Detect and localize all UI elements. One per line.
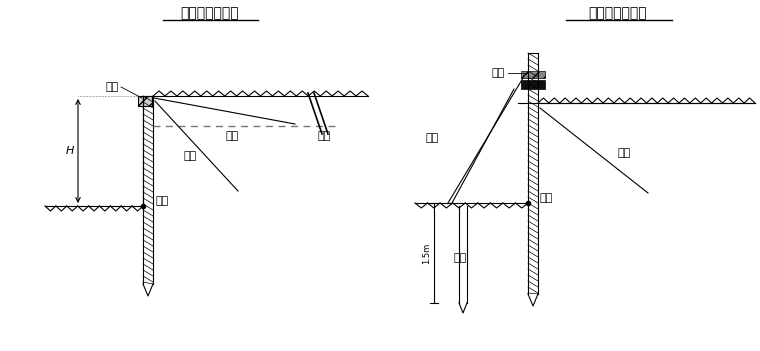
Text: 1.5m: 1.5m bbox=[423, 243, 432, 264]
Text: 填土: 填土 bbox=[183, 151, 196, 161]
Text: 锚固支撑示意图: 锚固支撑示意图 bbox=[181, 6, 239, 20]
Text: 挡板: 挡板 bbox=[156, 196, 169, 206]
Bar bbox=[521, 80, 545, 89]
Text: 撑桩: 撑桩 bbox=[454, 253, 467, 263]
Text: 桩柱: 桩柱 bbox=[492, 68, 505, 78]
Text: H: H bbox=[66, 146, 74, 156]
Text: 斜柱支撑示意图: 斜柱支撑示意图 bbox=[589, 6, 648, 20]
Text: 斜撑: 斜撑 bbox=[425, 133, 439, 143]
Text: 桩柱: 桩柱 bbox=[105, 82, 119, 92]
Bar bbox=[138, 96, 152, 106]
Text: 拉杆: 拉杆 bbox=[225, 131, 238, 141]
Bar bbox=[521, 71, 545, 78]
Text: 填土: 填土 bbox=[618, 148, 632, 158]
Text: 锚桩: 锚桩 bbox=[318, 131, 331, 141]
Text: 挡板: 挡板 bbox=[540, 193, 553, 203]
